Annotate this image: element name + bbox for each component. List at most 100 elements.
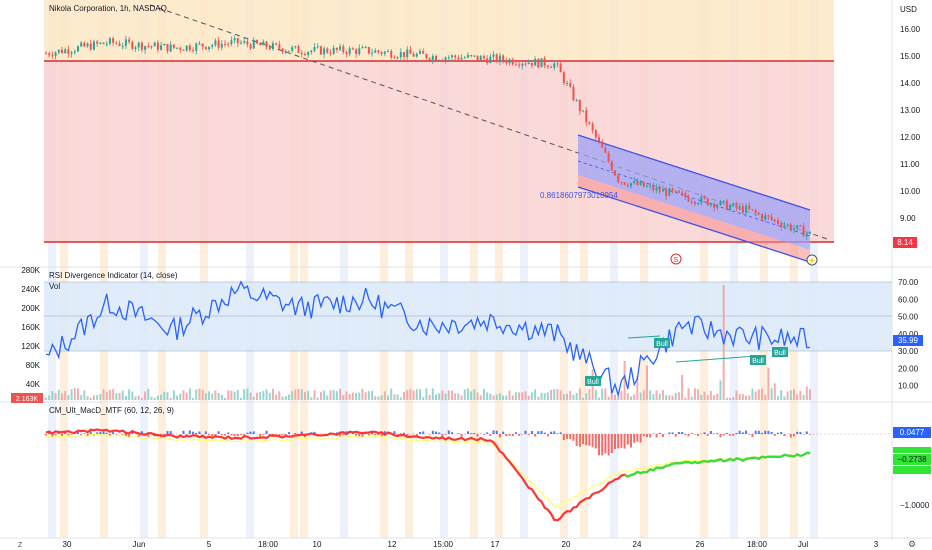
volume-bar [367,391,370,400]
volume-bar [102,389,105,400]
candle-body [623,182,626,185]
macd-hist-bar [476,434,479,437]
macd-hist-bar [486,432,489,434]
currency-label: USD [900,5,917,14]
lightning-icon[interactable] [806,254,818,266]
rsi-line[interactable] [45,280,811,398]
volume-bar [741,393,744,400]
candle-body [658,187,661,192]
event-marker[interactable] [670,253,682,265]
session-stripe [60,0,68,538]
session-stripe [610,0,618,538]
bull-signal[interactable]: Bull [750,355,766,365]
volume-bar [633,394,636,400]
price-scale[interactable]: 16.00 15.00 14.00 13.00 12.00 11.00 10.00 9.00 [900,25,921,223]
candle-body [495,54,498,62]
bull-divergence-line [627,335,661,339]
volume-bar [438,393,441,400]
volume-bar [348,393,351,400]
volume-bar [112,388,115,400]
macd-hist-bar [546,434,549,437]
volume-bar [80,395,83,400]
macd-hist-bar [527,434,530,436]
candle-body [770,216,773,220]
settings-gear-icon[interactable]: ⚙ [908,539,916,549]
volume-bar [498,393,501,400]
volume-bar [422,397,425,400]
channel-fill-lower [578,175,810,262]
price-tick-label: 12.00 [900,133,921,142]
volume-bar [729,397,732,400]
time-axis-label: 5 [207,540,212,549]
macd-hist-bar [777,432,780,434]
candle-body [326,48,329,53]
bull-signal[interactable]: Bull [772,347,788,357]
volume-bar [99,393,102,400]
macd-hist-bar [128,434,131,438]
macd-hist-bar [674,434,677,437]
candle-body [249,44,252,49]
macd-hist-bar [239,434,242,436]
macd-signal-line[interactable] [45,433,811,508]
macd-hist-bar [767,430,770,434]
volume-bar [703,391,706,400]
volume-bar [252,396,255,400]
macd-hist-bar [556,433,559,434]
channel-upper-line[interactable] [577,134,811,211]
macd-hist-bar [140,431,143,434]
volume-bar [262,391,265,400]
time-axis[interactable]: 30 Jun 5 18:00 10 12 15:00 17 20 24 26 18:00 Jul 3 [63,540,879,549]
price-tick-label: 10.00 [900,187,921,196]
svg-text:Bull: Bull [774,350,786,357]
macd-hist-bar [224,434,227,436]
candle-body [434,55,437,61]
volume-tick-label: 80K [26,361,41,370]
volume-bar [706,395,709,400]
volume-bar [342,395,345,400]
macd-hist-bar [355,434,358,437]
candle-body [703,196,706,199]
candle-body [719,200,722,206]
macd-hist-bar [642,434,645,437]
candle-body [112,38,115,43]
bull-signal[interactable]: Bull [654,338,670,348]
candle-body [741,205,744,213]
volume-bar [198,388,201,400]
channel-lower-line[interactable] [577,186,811,263]
bull-signal[interactable]: Bull [585,376,601,386]
macd-hist-bar [470,433,473,434]
candle-body [355,49,358,54]
session-stripe [495,0,503,538]
candle-body [185,45,188,51]
macd-hist-bar [335,432,338,434]
macd-line-rising[interactable] [624,451,811,478]
macd-hist-bar [147,434,150,438]
volume-bar [124,395,127,400]
macd-hist-bar [230,434,233,436]
rsi-scale[interactable]: 70.00 60.00 50.00 40.00 30.00 20.00 10.00 [898,278,919,391]
volume-bar [255,392,258,400]
macd-hist-bar [761,432,764,434]
macd-hist-bar [457,433,460,434]
candle-body [738,205,741,208]
macd-hist-bar [371,432,374,434]
candle-body [102,42,105,45]
candle-body [601,141,604,148]
candle-body [51,55,54,57]
macd-hist-bar [716,433,719,434]
volume-bar [208,391,211,400]
candle-body [297,46,300,53]
volume-bar [502,395,505,400]
macd-hist-bar [534,434,537,437]
volume-bar [316,397,319,400]
zoom-icon[interactable]: Z [18,542,23,549]
volume-bar [64,391,67,400]
macd-hist-bar [249,431,252,434]
candle-body [578,100,581,112]
macd-hist-bar [361,434,364,438]
volume-bar [582,397,585,400]
macd-hist-bar [713,433,716,434]
macd-hist-bar [434,431,437,434]
volume-bar [54,393,57,400]
